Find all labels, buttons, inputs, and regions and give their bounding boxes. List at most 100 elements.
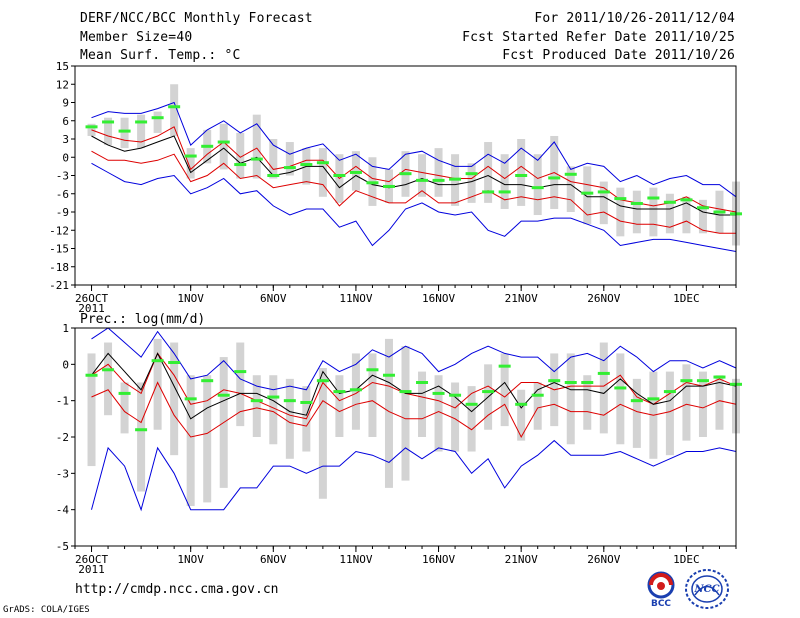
series-line-mean [91, 135, 736, 216]
spread-box [715, 375, 724, 430]
median-mark [399, 390, 412, 394]
source-url[interactable]: http://cmdp.ncc.cma.gov.cn [75, 582, 279, 597]
spread-box [351, 353, 360, 430]
spread-box [87, 353, 96, 467]
spread-box [467, 386, 476, 452]
median-mark [85, 125, 98, 129]
spread-box [682, 196, 691, 234]
y-tick-label: 0 [62, 358, 69, 371]
y-tick-label: -4 [56, 504, 70, 517]
y-tick-label: -15 [49, 243, 69, 256]
variable-label: Mean Surf. Temp.: °C [80, 48, 241, 63]
spread-box [137, 382, 146, 492]
spread-box [467, 163, 476, 203]
spread-box [698, 371, 707, 437]
spread-box [698, 199, 707, 234]
x-tick-label: 26NOV [587, 553, 620, 566]
y-tick-label: -1 [56, 395, 69, 408]
series-line-upper_inner [91, 126, 737, 213]
median-mark [597, 371, 610, 375]
median-mark [465, 172, 478, 176]
median-mark [531, 393, 544, 397]
median-mark [515, 174, 528, 177]
ncc-logo-text: NCC [693, 584, 719, 595]
median-mark [267, 174, 280, 177]
spread-box [236, 132, 245, 179]
y-tick-label: -12 [49, 224, 69, 237]
spread-box [153, 111, 162, 133]
median-mark [630, 399, 643, 403]
median-mark [663, 390, 676, 394]
spread-box [665, 371, 674, 456]
spread-box [120, 117, 129, 149]
spread-box [434, 375, 443, 452]
median-mark [449, 177, 462, 181]
spread-box [153, 338, 162, 430]
median-mark [217, 140, 230, 144]
x-tick-label: 11NOV [339, 553, 372, 566]
y-tick-label: 1 [62, 322, 69, 335]
spread-box [484, 142, 493, 203]
spread-box [583, 375, 592, 430]
series-line-lower [91, 439, 737, 512]
spread-box [682, 364, 691, 441]
spread-box [269, 375, 278, 445]
y-tick-label: 3 [62, 133, 69, 146]
spread-box [517, 389, 526, 441]
series-line-upper [91, 327, 737, 391]
spread-box [120, 382, 129, 434]
spread-box [418, 154, 427, 197]
spread-box [318, 367, 327, 499]
spread-box [186, 148, 195, 179]
spread-box [632, 190, 641, 234]
median-mark [333, 390, 346, 394]
spread-box [500, 154, 509, 209]
median-mark [168, 105, 181, 109]
x-tick-label: 26NOV [587, 292, 620, 305]
member-size: Member Size=40 [80, 30, 193, 45]
x-tick-sublabel: 2011 [78, 563, 105, 576]
fcst-produced-date: Fcst Produced Date 2011/10/26 [502, 48, 735, 63]
median-mark [498, 190, 511, 194]
median-mark [416, 381, 429, 384]
median-mark [300, 163, 313, 167]
median-mark [581, 381, 594, 384]
x-tick-label: 26OCT [75, 292, 108, 305]
bcc-logo: BCC [647, 571, 675, 608]
spread-box [500, 353, 509, 427]
spread-box [616, 187, 625, 237]
x-tick-label: 1DEC [673, 292, 700, 305]
x-tick-label: 1NOV [177, 292, 204, 305]
median-mark [482, 390, 495, 394]
median-mark [85, 373, 98, 377]
median-mark [349, 388, 362, 392]
spread-box [401, 346, 410, 481]
x-tick-label: 1NOV [177, 553, 204, 566]
spread-box [219, 123, 228, 170]
spread-box [649, 187, 658, 237]
precip-title: Prec.: log(mm/d) [80, 312, 205, 327]
median-mark [663, 200, 676, 204]
median-mark [283, 166, 296, 170]
median-mark [217, 393, 230, 397]
median-mark [713, 375, 726, 379]
median-mark [680, 198, 693, 202]
bcc-logo-text: BCC [651, 599, 671, 608]
spread-box [599, 181, 608, 225]
median-mark [102, 120, 115, 124]
median-mark [366, 368, 379, 372]
spread-box [566, 353, 575, 445]
forecast-period: For 2011/10/26-2011/12/04 [534, 11, 735, 26]
median-mark [416, 178, 429, 182]
spread-box [599, 342, 608, 434]
spread-box [104, 342, 113, 416]
x-tick-label: 16NOV [422, 292, 455, 305]
panel-temperature [71, 65, 742, 291]
median-mark [498, 364, 511, 368]
median-mark [630, 201, 643, 205]
spread-box [533, 154, 542, 216]
spread-box [616, 353, 625, 445]
spread-box [186, 375, 195, 507]
y-tick-label: -3 [56, 467, 69, 480]
